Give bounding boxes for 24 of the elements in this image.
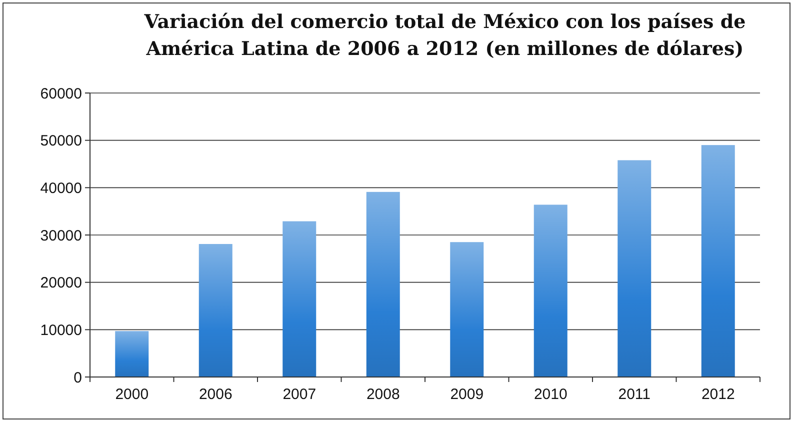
x-tick-label: 2000 bbox=[115, 386, 149, 403]
y-tick-label: 60000 bbox=[40, 85, 82, 102]
y-tick-label: 30000 bbox=[40, 227, 82, 244]
bar bbox=[450, 242, 484, 377]
y-tick-label: 0 bbox=[74, 369, 82, 386]
bar bbox=[366, 192, 400, 377]
bar bbox=[618, 160, 652, 377]
chart-title: Variación del comercio total de México con los países de América Latina de 2006 a 2012 (en millones de dólares) bbox=[143, 11, 746, 60]
bar bbox=[534, 204, 568, 377]
bar bbox=[198, 244, 232, 377]
y-tick-label: 20000 bbox=[40, 274, 82, 292]
x-tick-label: 2008 bbox=[366, 386, 400, 403]
y-tick-label: 10000 bbox=[40, 322, 82, 339]
x-tick-label: 2010 bbox=[534, 386, 568, 403]
x-tick-label: 2012 bbox=[701, 386, 735, 403]
y-tick-label: 50000 bbox=[40, 132, 82, 150]
x-tick-label: 2006 bbox=[198, 386, 232, 403]
bar bbox=[115, 331, 149, 377]
y-tick-label: 40000 bbox=[40, 180, 82, 197]
bar bbox=[282, 221, 316, 377]
bar bbox=[701, 145, 735, 377]
x-tick-label: 2011 bbox=[618, 386, 651, 403]
x-tick-label: 2007 bbox=[282, 386, 316, 403]
x-tick-label: 2009 bbox=[450, 386, 484, 403]
